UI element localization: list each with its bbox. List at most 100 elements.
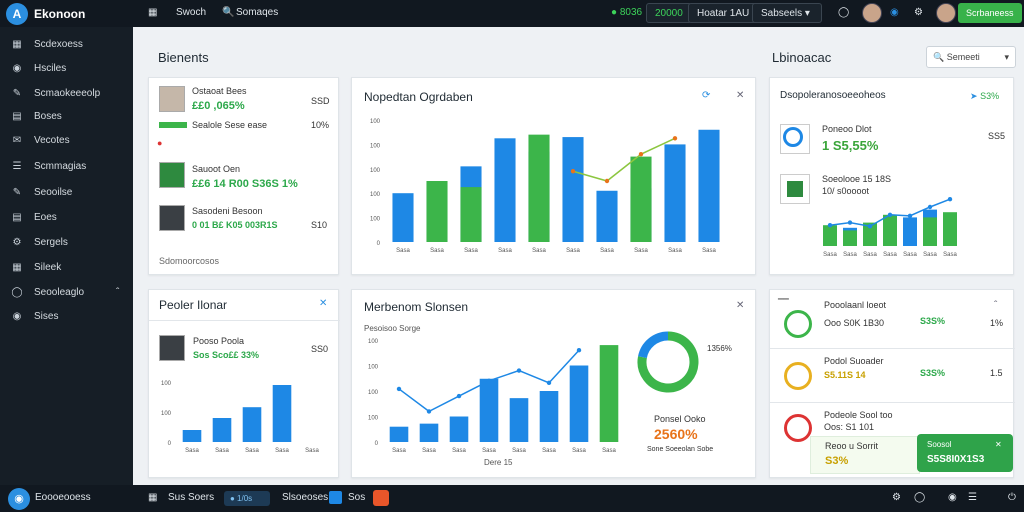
trend-point [672,136,678,141]
dropdown-1[interactable]: Hoatar 1AU [688,3,759,23]
clock-icon[interactable]: ◯ [914,492,926,503]
stat-2[interactable]: 20000 [646,3,692,23]
close-icon[interactable]: ✕ [319,298,328,309]
close-icon[interactable]: ✕ [736,90,745,101]
app-icon[interactable]: ◉ [8,488,30,510]
x-tick-label: Sasa [600,248,614,254]
trend-point [456,393,462,399]
people-icon[interactable]: ◉ [948,492,957,503]
user-avatar[interactable] [936,3,956,23]
power-icon[interactable]: ⏻ [1008,492,1016,503]
callout-value: S3% [825,455,849,467]
progress-bar [159,122,187,128]
toolbar-item-2[interactable]: Somaqes [236,7,279,18]
y-tick-label: 100 [368,390,379,396]
sidebar-item-11[interactable]: ◯ Seooleaglo ˆ [0,283,133,303]
person-meta: SSD [311,96,330,106]
person-name: Pooso Poola [193,336,245,346]
trend-point [827,223,833,228]
sidebar-item-6[interactable]: ☰ Scmmagias [0,157,133,177]
trend-point [927,204,933,210]
sidebar-item-3[interactable]: ✎ Scmaokeeeolp [0,84,133,104]
sidebar-item-9[interactable]: ⚙ Sergels [0,233,133,253]
y-tick-label: 100 [368,339,379,345]
close-icon[interactable]: ✕ [736,300,745,311]
person-meta: 10% [311,120,330,130]
sidebar-item-7[interactable]: ✎ Seooilse [0,183,133,203]
chevron-up-icon[interactable]: ˆ [116,287,120,298]
person-avatar [159,335,185,361]
app-logo[interactable]: A [6,3,28,25]
info-icon[interactable]: ◉ [890,7,899,18]
chart-bar [242,407,262,442]
divider [149,320,340,321]
row-name: Pooolaanl loeot [824,300,887,310]
dropdown-2[interactable]: Sabseels ▾ [752,3,822,23]
clock-icon[interactable]: ◯ [838,7,850,18]
trend-point [516,368,522,373]
trend-value: S3% [980,91,1000,101]
x-tick-label: Sasa [542,448,556,454]
bar-chart-top: 100 100 100 100 100 0 Sasa Sasa Sasa Sasa Sasa Sasa… [370,119,720,254]
chart-bar [509,398,529,442]
person-value: ££0 ,065% [192,100,245,112]
action-button[interactable]: Scrbaneess [958,3,1022,23]
chart-bar [923,217,937,246]
search-input[interactable]: 🔍 Semeeti ▾ [926,46,1016,68]
settings-icon[interactable]: ⚙ [892,492,901,503]
trend-point [847,220,853,225]
item-name: Soeolooe 15 18S [822,174,892,184]
doc-icon: ▤ [12,212,22,223]
avatar[interactable] [862,3,882,23]
bottom-right-label: ☰ [968,492,977,503]
sidebar-item-8[interactable]: ▤ Eoes [0,208,133,228]
notification-toast[interactable]: Soosol ✕ S5S8I0X1S3 [917,434,1013,472]
sidebar-item-label: Seooilse [34,187,73,198]
x-tick-label: Sasa [185,448,199,454]
refresh-icon[interactable]: ⟳ [702,90,711,101]
logo-icon [783,127,803,147]
x-tick-label: Sasa [863,252,877,258]
settings-icon[interactable]: ⚙ [914,7,923,18]
sidebar-item-2[interactable]: ◉ Hsciles [0,59,133,79]
sidebar-item-label: Scmmagias [34,161,87,172]
sidebar-item-1[interactable]: ▦ Scdexoess [0,35,133,55]
grid-icon[interactable]: ▦ [148,492,158,503]
x-tick-label: Sasa [843,252,857,258]
toolbar-item-1[interactable]: Swoch [176,7,207,18]
chart-bar [419,423,439,442]
x-tick-label: Sasa [943,252,957,258]
toast-value: S5S8I0X1S3 [927,454,985,465]
chevron-up-icon[interactable]: ˆ [994,300,998,311]
panel-footer[interactable]: Sdomoorcosos [159,256,220,266]
sidebar-item-12[interactable]: ◉ Sises [0,307,133,327]
person-name: Sasodeni Besoon [192,206,263,216]
sidebar-item-label: Vecotes [34,135,70,146]
chart-bar [664,144,686,242]
grid-icon: ▦ [12,39,22,50]
close-icon[interactable]: ✕ [995,440,1002,449]
chart-panel-top: Nopedtan Ogrdaben ⟳ ✕ 100 100 100 100 100 0 Sa… [351,77,756,275]
sidebar-item-label: Boses [34,111,62,122]
x-tick-label: Sasa [532,248,546,254]
bottom-item-3[interactable]: Sos [348,492,366,503]
sidebar: ▦ Scdexoess ◉ Hsciles ✎ Scmaokeeeolp ▤ Boses… [0,27,133,485]
chart-bar [479,378,499,442]
chart-bar [569,365,589,442]
x-tick-label: Sasa [634,248,648,254]
blue-app-icon[interactable] [329,491,342,504]
bottom-item-2[interactable]: Slsoeoses [282,492,329,503]
sidebar-item-5[interactable]: ✉ Vecotes [0,131,133,151]
chart-bar [449,416,469,442]
stat-1: ● 8036 [611,7,643,18]
person-name: Ostaoat Bees [192,86,247,96]
bottom-item-1[interactable]: Sus Soers [168,492,215,503]
bar-line-chart: 100 100 100 100 0 Sasa Sasa Sasa Sasa Sasa Sasa Sas… [368,339,619,454]
menu-icon[interactable]: ▦ [148,7,158,18]
sidebar-item-4[interactable]: ▤ Boses [0,107,133,127]
bottom-pill[interactable]: ● 1/0s [224,491,270,506]
person-meta: SS0 [311,344,329,354]
search-icon[interactable]: 🔍 [222,7,235,18]
sidebar-item-10[interactable]: ▦ Sileek [0,258,133,278]
orange-app-icon[interactable] [373,490,389,506]
